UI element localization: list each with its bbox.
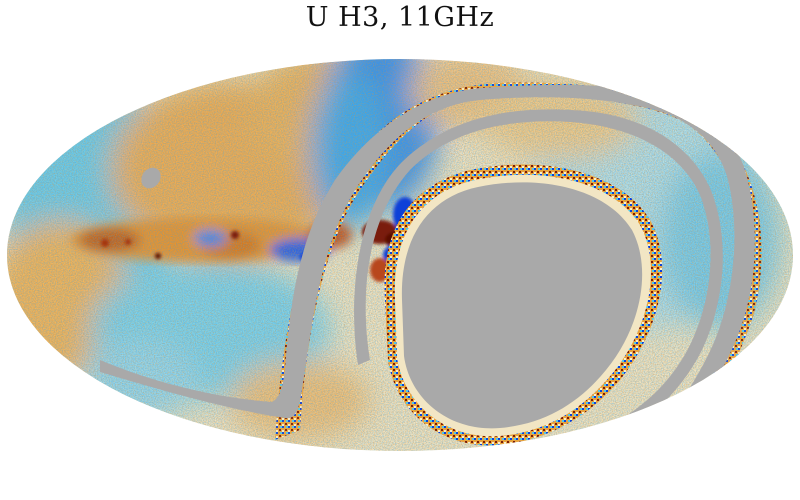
map-title: U H3, 11GHz — [305, 2, 495, 33]
